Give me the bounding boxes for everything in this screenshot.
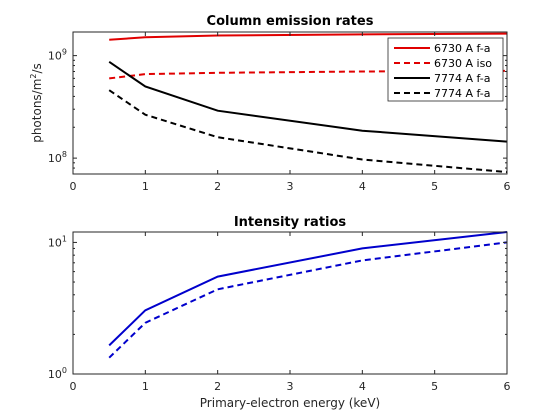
legend-label-2: 6730 A iso xyxy=(434,57,492,70)
y-tick-label-base-1-0: 10 xyxy=(48,152,62,165)
x-tick-label-1-0: 0 xyxy=(70,180,77,193)
x-tick-label-2-3: 3 xyxy=(287,380,294,393)
x-tick-label-1-1: 1 xyxy=(142,180,149,193)
top-y-axis-label-main: photons/m xyxy=(30,79,44,143)
legend-label-4: 7774 A f-a xyxy=(434,87,491,100)
y-tick-label-base-2-1: 10 xyxy=(48,236,62,249)
y-tick-label-exp-1-0: 8 xyxy=(62,150,67,159)
x-tick-label-2-6: 6 xyxy=(504,380,511,393)
legend-label-3: 7774 A f-a xyxy=(434,72,491,85)
y-tick-label-base-2-0: 10 xyxy=(48,368,62,381)
x-tick-label-2-2: 2 xyxy=(214,380,221,393)
x-tick-label-1-4: 4 xyxy=(359,180,366,193)
x-tick-label-2-5: 5 xyxy=(431,380,438,393)
y-tick-label-base-1-1: 10 xyxy=(48,50,62,63)
top-panel-title: Column emission rates xyxy=(207,14,374,29)
legend-label-1: 6730 A f-a xyxy=(434,42,491,55)
bottom-x-axis-label: Primary-electron energy (keV) xyxy=(200,396,380,410)
x-tick-label-2-1: 1 xyxy=(142,380,149,393)
x-tick-label-1-3: 3 xyxy=(287,180,294,193)
bottom-panel-title: Intensity ratios xyxy=(234,215,347,230)
x-tick-label-1-5: 5 xyxy=(431,180,438,193)
x-tick-label-2-4: 4 xyxy=(359,380,366,393)
x-tick-label-2-0: 0 xyxy=(70,380,77,393)
y-tick-label-exp-2-1: 1 xyxy=(62,234,67,243)
y-tick-label-exp-1-1: 9 xyxy=(62,48,67,57)
top-y-axis-label-suffix: /s xyxy=(30,63,44,73)
x-tick-label-1-6: 6 xyxy=(504,180,511,193)
top-legend: 6730 A f-a 6730 A iso 7774 A f-a 7774 A … xyxy=(388,38,503,101)
x-tick-label-1-2: 2 xyxy=(214,180,221,193)
y-tick-label-exp-2-0: 0 xyxy=(62,366,67,375)
